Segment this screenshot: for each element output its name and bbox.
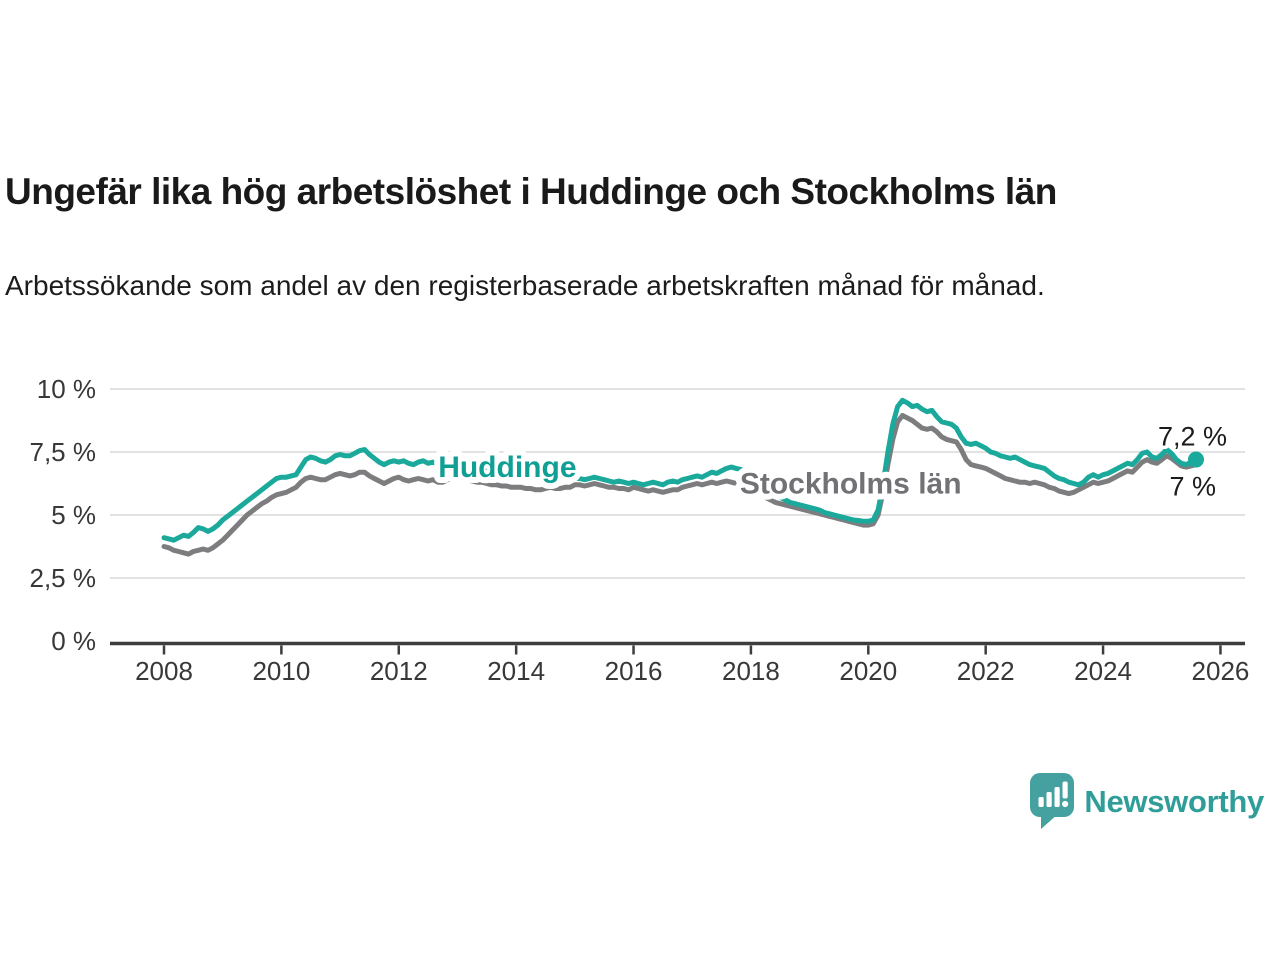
- x-tick-label: 2018: [722, 656, 780, 686]
- y-tick-label: 7,5 %: [30, 437, 97, 467]
- brand-name: Newsworthy: [1084, 783, 1264, 819]
- x-tick-label: 2022: [957, 656, 1015, 686]
- series-line-stockholms-l-n: [161, 413, 1199, 557]
- end-value-label-stockholms-l-n: 7 %: [1169, 472, 1216, 502]
- page-title: Ungefär lika hög arbetslöshet i Huddinge…: [5, 170, 1057, 212]
- x-tick-label: 2024: [1074, 656, 1132, 686]
- y-tick-label: 2,5 %: [30, 563, 97, 593]
- branding: Newsworthy: [1030, 773, 1264, 830]
- y-tick-label: 10 %: [37, 374, 96, 404]
- x-tick-label: 2020: [839, 656, 897, 686]
- series-label-huddinge: Huddinge: [438, 451, 576, 484]
- series-line-huddinge: [161, 397, 1199, 543]
- series-label-stockholms-l-n: Stockholms län: [740, 468, 962, 501]
- newsworthy-logo-icon: [1030, 773, 1075, 829]
- chart-subtitle: Arbetssökande som andel av den registerb…: [5, 270, 1045, 301]
- x-tick-label: 2010: [252, 656, 310, 686]
- x-tick-label: 2014: [487, 656, 545, 686]
- x-tick-label: 2012: [370, 656, 428, 686]
- y-tick-label: 0 %: [51, 626, 96, 656]
- logo-bars-icon: [1038, 781, 1069, 808]
- x-tick-label: 2026: [1192, 656, 1250, 686]
- end-value-label-huddinge: 7,2 %: [1158, 422, 1227, 452]
- end-dot-huddinge: [1188, 451, 1204, 468]
- x-tick-label: 2008: [135, 656, 193, 686]
- y-tick-label: 5 %: [51, 500, 96, 530]
- x-tick-label: 2016: [605, 656, 663, 686]
- logo-bubble-tail: [1041, 814, 1059, 829]
